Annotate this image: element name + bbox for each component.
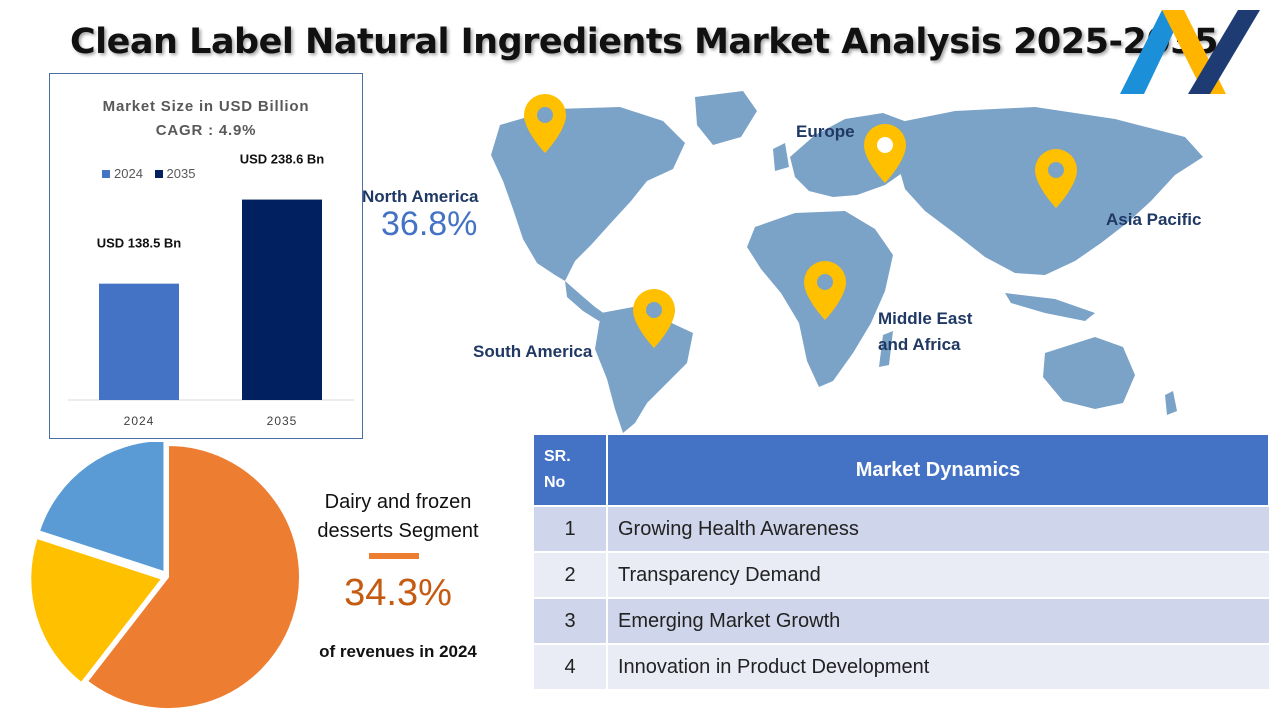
row-number: 4 [534,643,608,689]
world-map [491,91,1203,433]
region-label-europe: Europe [796,122,855,141]
table-row: 2 Transparency Demand [534,551,1269,598]
segment-text-line2: desserts Segment [317,520,479,542]
location-pin-icon [864,124,906,183]
north-america-share: 36.8% [381,205,478,243]
pie-slice-2 [29,536,164,685]
segment-text-line1: Dairy and frozen [324,491,472,513]
x-tick-label-2035: 2035 [267,414,298,428]
madagascar-shape [879,331,893,367]
row-dynamic: Transparency Demand [607,551,1269,598]
bar-2035 [242,199,322,400]
header-market-dynamics: Market Dynamics [607,435,1270,506]
market-dynamics-table: SR. No Market Dynamics 1 Growing Health … [534,435,1270,689]
australia-shape [1043,337,1135,409]
location-pin-icon [633,289,675,348]
segment-pie-chart [29,442,301,710]
row-number: 1 [534,505,608,552]
segment-share: 34.3% [344,572,452,614]
location-pin-icon [524,94,566,153]
location-pin-icon [1035,149,1077,208]
table-row: 1 Growing Health Awareness [534,505,1269,552]
region-label-north-america: North America [362,187,479,206]
row-dynamic: Innovation in Product Development [607,643,1269,689]
market-size-chart: Market Size in USD Billion CAGR : 4.9% 2… [49,73,363,439]
data-label-2035: USD 238.6 Bn [240,152,325,167]
chart-subtitle: CAGR : 4.9% [155,122,257,139]
region-label-africa: and Africa [878,335,961,354]
bar-plot: USD 138.5 Bn 2024 USD 238.6 Bn 2035 [68,152,354,428]
central-america-shape [565,281,609,321]
legend-item-2024: 2024 [102,166,143,181]
north-america-shape [491,107,685,281]
row-number: 3 [534,597,608,644]
table-row: 3 Emerging Market Growth [534,597,1269,644]
chart-title: Market Size in USD Billion [102,98,310,115]
bar-2024 [99,283,179,400]
table-header-row: SR. No Market Dynamics [534,435,1270,506]
data-label-2024: USD 138.5 Bn [97,236,182,251]
south-america-shape [595,307,693,433]
japan-shape [1115,181,1135,225]
new-zealand-shape [1165,391,1177,415]
region-label-asia-pacific: Asia Pacific [1106,210,1202,229]
segment-accent-bar [369,553,419,559]
region-label-middle-east: Middle East [878,309,973,328]
header-sr-no: SR. No [534,435,608,506]
legend-item-2035: 2035 [154,166,195,181]
indonesia-shape [1005,293,1095,321]
location-pin-icon [804,261,846,320]
pie-slice-3 [37,442,166,574]
uk-shape [773,143,789,171]
pie-slice-1 [85,443,301,710]
table-row: 4 Innovation in Product Development [534,643,1269,689]
region-label-south-america: South America [473,342,593,361]
x-tick-label-2024: 2024 [124,414,155,428]
row-number: 2 [534,551,608,598]
row-dynamic: Growing Health Awareness [607,505,1269,552]
greenland-shape [695,91,757,145]
page-title: Clean Label Natural Ingredients Market A… [70,22,1218,62]
company-logo [1120,10,1260,94]
segment-note: of revenues in 2024 [319,642,477,661]
segment-description: Dairy and frozen desserts Segment [300,488,496,546]
chart-legend: 2024 2035 [102,166,203,181]
row-dynamic: Emerging Market Growth [607,597,1269,644]
